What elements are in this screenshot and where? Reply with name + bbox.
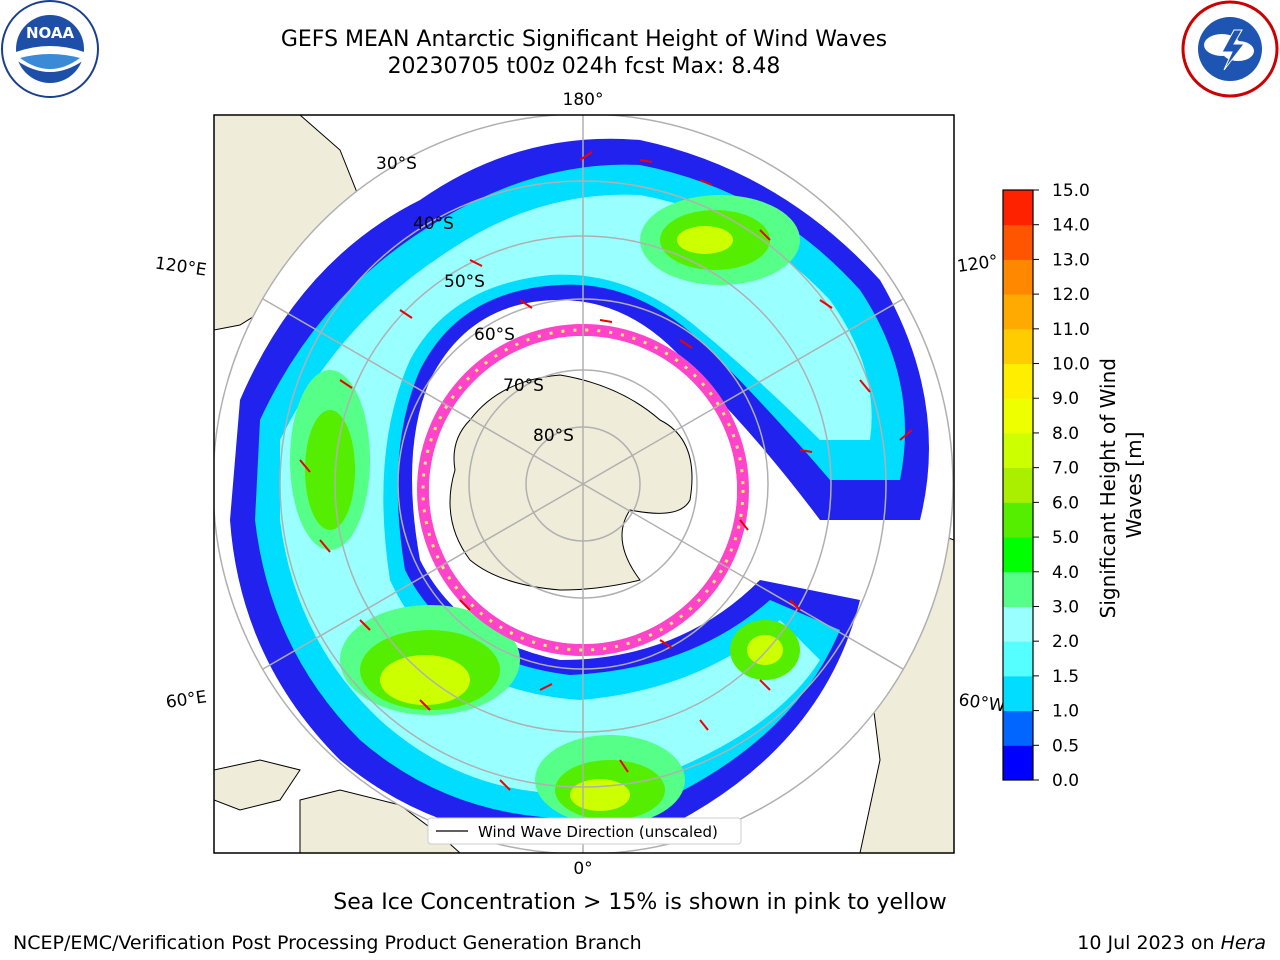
meridian-label-upper-left: 120°E xyxy=(154,254,208,281)
lat-label-40s: 40°S xyxy=(413,214,454,234)
chart-title: GEFS MEAN Antarctic Significant Height o… xyxy=(280,27,888,52)
colorbar-tick-label: 2.0 xyxy=(1052,632,1079,652)
colorbar-segment xyxy=(1003,571,1033,607)
credit-line: NCEP/EMC/Verification Post Processing Pr… xyxy=(13,932,642,954)
meridian-labels: 180° 0° 120°E 120° 60°E 60°W xyxy=(154,90,1007,879)
colorbar-segment xyxy=(1003,328,1033,365)
map-frame xyxy=(213,114,955,854)
colorbar-segment xyxy=(1003,190,1033,226)
nws-logo xyxy=(1181,0,1279,98)
colorbar-segment xyxy=(1003,710,1033,746)
chart-subtitle: 20230705 t00z 024h fcst Max: 8.48 xyxy=(387,54,781,79)
colorbar-title-line1: Significant Height of Wind xyxy=(1096,358,1120,618)
colorbar-segment xyxy=(1003,641,1033,677)
map-area xyxy=(214,115,954,853)
meridian-label-lower-left: 60°E xyxy=(165,687,208,712)
colorbar-tick-label: 14.0 xyxy=(1052,216,1090,236)
colorbar-tick-label: 13.0 xyxy=(1052,250,1090,270)
colorbar-segment xyxy=(1003,675,1033,712)
colorbar-tick-label: 11.0 xyxy=(1052,320,1090,340)
lat-label-60s: 60°S xyxy=(474,325,515,345)
svg-text:Significant Height of Wind: Significant Height of Wind Waves [m] xyxy=(1096,352,1146,619)
noaa-logo: NOAA xyxy=(1,0,99,98)
meridian-label-bottom: 0° xyxy=(573,859,592,879)
colorbar-tick-label: 1.0 xyxy=(1052,702,1079,722)
colorbar: 0.0 0.5 1.0 1.5 2.0 3.0 4.0 5.0 6.0 7.0 8.0 9.0 10.0… xyxy=(1002,181,1090,791)
colorbar-tick-label: 9.0 xyxy=(1052,389,1079,409)
colorbar-title-line2: Waves [m] xyxy=(1122,432,1146,539)
colorbar-tick-label: 10.0 xyxy=(1052,355,1090,375)
colorbar-tick-label: 5.0 xyxy=(1052,528,1079,548)
host-name: Hera xyxy=(1220,932,1266,954)
colorbar-tick-label: 15.0 xyxy=(1052,181,1090,201)
colorbar-segment xyxy=(1003,745,1033,781)
colorbar-segment xyxy=(1003,606,1033,642)
meridian-label-top: 180° xyxy=(563,90,604,110)
lat-label-30s: 30°S xyxy=(376,154,417,174)
colorbar-tick-label: 7.0 xyxy=(1052,459,1079,479)
colorbar-segment xyxy=(1003,537,1033,573)
colorbar-tick-label: 6.0 xyxy=(1052,493,1079,513)
map-legend xyxy=(427,817,742,845)
colorbar-segment xyxy=(1003,432,1033,469)
sea-ice-note: Sea Ice Concentration > 15% is shown in … xyxy=(333,890,947,915)
colorbar-tick-label: 0.5 xyxy=(1052,736,1079,756)
graticule xyxy=(214,115,954,853)
colorbar-segment xyxy=(1003,363,1033,399)
meridian-label-lower-right: 60°W xyxy=(957,690,1006,716)
colorbar-frame xyxy=(1002,189,1034,781)
colorbar-segment xyxy=(1003,467,1033,503)
colorbar-segment xyxy=(1003,259,1033,295)
colorbar-tick-label: 3.0 xyxy=(1052,597,1079,617)
date-stamp: 10 Jul 2023 on Hera xyxy=(1077,932,1266,954)
lat-label-70s: 70°S xyxy=(503,376,544,396)
colorbar-tick-label: 12.0 xyxy=(1052,285,1090,305)
colorbar-segment xyxy=(1003,224,1033,260)
colorbar-segment xyxy=(1003,398,1033,434)
colorbar-segment xyxy=(1003,502,1033,538)
colorbar-tick-label: 1.5 xyxy=(1052,667,1079,687)
lat-label-80s: 80°S xyxy=(533,426,574,446)
colorbar-tick-label: 4.0 xyxy=(1052,563,1079,583)
date-text: 10 Jul 2023 on xyxy=(1077,932,1221,954)
colorbar-segment xyxy=(1003,294,1033,330)
meridian-label-upper-right: 120° xyxy=(956,251,999,277)
lat-label-50s: 50°S xyxy=(444,272,485,292)
svg-text:NOAA: NOAA xyxy=(26,24,75,42)
legend-label: Wind Wave Direction (unscaled) xyxy=(478,823,718,841)
colorbar-tick-label: 0.0 xyxy=(1052,771,1079,791)
colorbar-tick-label: 8.0 xyxy=(1052,424,1079,444)
latitude-labels: 30°S 40°S 50°S 60°S 70°S 80°S xyxy=(376,154,574,446)
